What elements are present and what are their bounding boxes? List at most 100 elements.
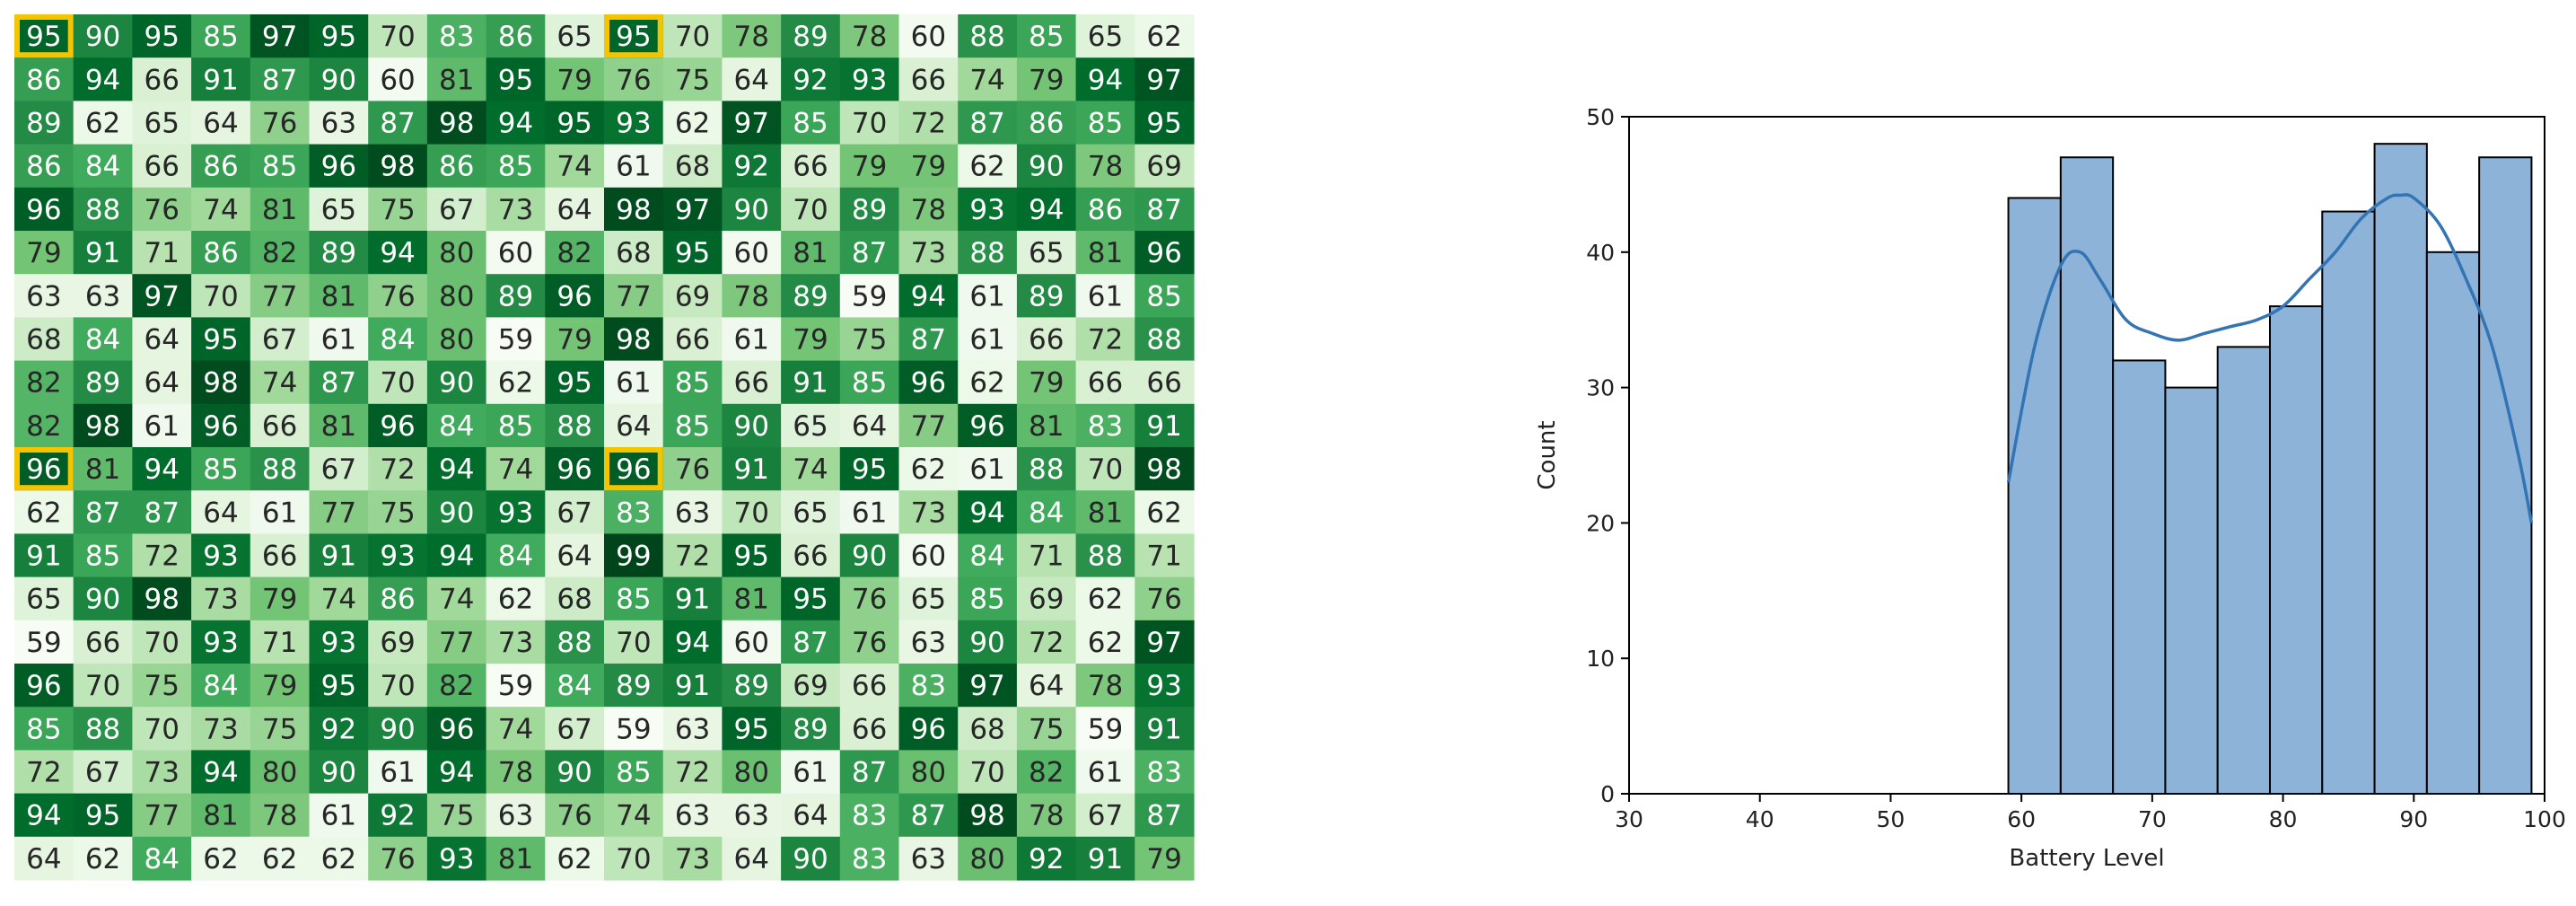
- heatmap-cell: [426, 101, 487, 145]
- heatmap-cell-value: 70: [145, 627, 180, 659]
- heatmap-cell-value: 97: [969, 670, 1004, 702]
- heatmap-cell-value: 89: [852, 194, 887, 226]
- heatmap-cell-value: 96: [26, 194, 61, 226]
- heatmap-cell-value: 75: [380, 194, 415, 226]
- heatmap-cell-value: 94: [439, 453, 474, 486]
- heatmap-cell: [604, 664, 664, 708]
- heatmap-cell: [73, 707, 133, 751]
- y-tick-label: 50: [1586, 104, 1615, 130]
- heatmap-cell: [662, 14, 723, 58]
- heatmap-cell: [1135, 490, 1195, 534]
- heatmap-cell: [1016, 403, 1077, 448]
- heatmap-cell: [781, 664, 841, 708]
- heatmap-cell-value: 78: [1029, 800, 1064, 832]
- heatmap-cell: [662, 750, 723, 795]
- heatmap-cell-value: 92: [793, 64, 828, 96]
- heatmap-cell: [722, 101, 782, 145]
- heatmap-cell: [486, 14, 546, 58]
- heatmap-cell-value: 70: [793, 194, 828, 226]
- heatmap-cell: [73, 14, 133, 58]
- heatmap-cell-value: 86: [26, 151, 61, 183]
- heatmap-cell-value: 93: [203, 541, 238, 573]
- heatmap-cell: [662, 101, 723, 145]
- heatmap-cell-value: 79: [262, 584, 297, 616]
- highlighted-cell-border: [604, 447, 663, 491]
- heatmap-cell: [1075, 101, 1135, 145]
- kde-curve: [2006, 193, 2534, 523]
- heatmap-cell-value: 77: [911, 410, 946, 443]
- heatmap-cell: [545, 317, 605, 362]
- heatmap-cell-value: 84: [969, 541, 1004, 573]
- heatmap-cell-value: 87: [85, 497, 120, 529]
- heatmap-cell: [545, 533, 605, 578]
- heatmap-cell-value: 64: [203, 108, 238, 140]
- heatmap-cell-value: 81: [321, 280, 356, 312]
- heatmap-cell-value: 75: [1029, 713, 1064, 745]
- heatmap-cell: [545, 231, 605, 275]
- heatmap-cell-value: 74: [498, 453, 533, 486]
- heatmap-cell-value: 84: [145, 843, 180, 875]
- heatmap-cell-value: 73: [145, 757, 180, 789]
- heatmap-cell: [781, 14, 841, 58]
- heatmap-cell-value: 96: [203, 410, 238, 443]
- heatmap-cell-value: 88: [556, 410, 591, 443]
- heatmap-cell-value: 70: [616, 843, 651, 875]
- heatmap-cell: [1075, 447, 1135, 491]
- heatmap-cell: [1135, 447, 1195, 491]
- heatmap-cell-value: 76: [380, 280, 415, 312]
- heatmap-cell: [14, 14, 74, 58]
- heatmap-cell-value: 93: [616, 108, 651, 140]
- heatmap-cell-value: 80: [439, 237, 474, 269]
- heatmap-cell: [958, 403, 1018, 448]
- heatmap-cell: [781, 793, 841, 838]
- heatmap-cell-value: 65: [793, 497, 828, 529]
- heatmap-cell-value: 79: [793, 324, 828, 356]
- heatmap-cell: [604, 101, 664, 145]
- heatmap-cell: [73, 533, 133, 578]
- heatmap-cell: [368, 317, 428, 362]
- heatmap-cell: [132, 836, 192, 881]
- heatmap-cell: [426, 57, 487, 101]
- heatmap-cell-value: 63: [911, 627, 946, 659]
- heatmap-cell: [250, 576, 311, 621]
- heatmap-cell: [14, 187, 74, 232]
- heatmap-cell-value: 66: [145, 151, 180, 183]
- heatmap-cell-value: 91: [675, 670, 710, 702]
- heatmap-cell: [781, 317, 841, 362]
- heatmap-cell: [839, 533, 900, 578]
- heatmap-cell: [958, 101, 1018, 145]
- heatmap-cell: [1135, 317, 1195, 362]
- heatmap-cell: [132, 533, 192, 578]
- heatmap-cell-value: 64: [556, 194, 591, 226]
- heatmap-cell-value: 70: [734, 497, 769, 529]
- heatmap-cell-value: 70: [616, 627, 651, 659]
- heatmap-cell: [545, 57, 605, 101]
- heatmap-cell-value: 93: [969, 194, 1004, 226]
- heatmap-cell: [958, 360, 1018, 405]
- heatmap-cell: [1016, 57, 1077, 101]
- heatmap-cell-value: 84: [203, 670, 238, 702]
- heatmap-cell: [14, 533, 74, 578]
- heatmap-cell: [426, 274, 487, 318]
- heatmap-cell: [14, 231, 74, 275]
- heatmap-cell: [1075, 620, 1135, 664]
- heatmap-cell: [545, 101, 605, 145]
- y-tick-label: 10: [1586, 646, 1615, 672]
- heatmap-cell: [958, 576, 1018, 621]
- heatmap-cell-value: 79: [1029, 64, 1064, 96]
- heatmap-cell: [486, 576, 546, 621]
- heatmap-cell: [781, 274, 841, 318]
- heatmap-cell: [839, 274, 900, 318]
- heatmap-cell-value: 70: [380, 367, 415, 400]
- heatmap-cell-value: 62: [675, 108, 710, 140]
- heatmap-cell: [191, 317, 251, 362]
- heatmap-cell: [14, 144, 74, 189]
- heatmap-cell-value: 76: [556, 800, 591, 832]
- heatmap-cell: [604, 403, 664, 448]
- heatmap-cell-value: 88: [262, 453, 297, 486]
- heatmap-cell: [958, 664, 1018, 708]
- heatmap-cell: [132, 576, 192, 621]
- heatmap-cell-value: 78: [852, 21, 887, 53]
- heatmap-cell-value: 61: [616, 151, 651, 183]
- heatmap-cell: [545, 187, 605, 232]
